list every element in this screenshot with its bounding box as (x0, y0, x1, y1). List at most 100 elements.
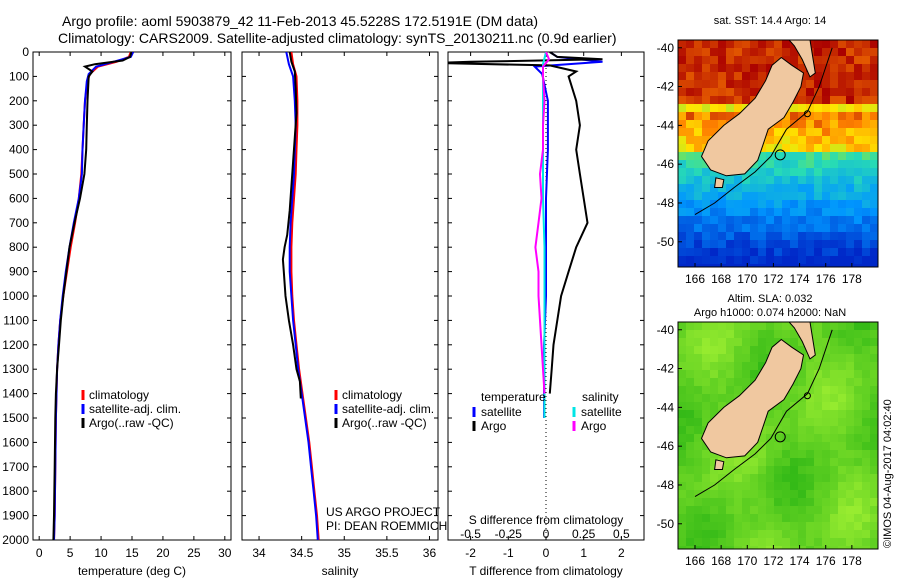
map-cell (870, 112, 878, 120)
map-cell (702, 370, 710, 378)
map-cell (814, 112, 822, 120)
map-cell (758, 442, 766, 450)
map-cell (678, 362, 686, 370)
map-cell (710, 256, 718, 264)
map-cell (766, 514, 774, 522)
map-cell (766, 322, 774, 330)
map-cell (870, 450, 878, 458)
map-cell (806, 120, 814, 128)
map-cell (758, 240, 766, 248)
map-cell (726, 112, 734, 120)
map-cell (790, 256, 798, 264)
map-cell (870, 506, 878, 514)
map-cell (766, 458, 774, 466)
map-cell (862, 208, 870, 216)
map-cell (782, 530, 790, 538)
map-cell (686, 370, 694, 378)
map-cell (862, 96, 870, 104)
map-cell (814, 56, 822, 64)
map-cell (774, 48, 782, 56)
map-cell (846, 72, 854, 80)
map-cell (822, 168, 830, 176)
map-cell (742, 240, 750, 248)
map-cell (702, 402, 710, 410)
map-cell (782, 458, 790, 466)
map-cell (678, 56, 686, 64)
contour-feature (803, 392, 811, 400)
map-cell (830, 386, 838, 394)
map-cell (726, 378, 734, 386)
map-cell (854, 176, 862, 184)
map-cell (710, 330, 718, 338)
map-cell (718, 48, 726, 56)
panel-temperature: 0100200300400500600700800900100011001200… (2, 45, 232, 578)
map-cell (830, 434, 838, 442)
map-cell (846, 482, 854, 490)
map-cell (782, 168, 790, 176)
map-x-tick-label: 178 (842, 272, 862, 286)
map-cell (742, 72, 750, 80)
map-cell (782, 216, 790, 224)
legend-label: Argo(..raw -QC) (89, 416, 174, 430)
map-cell (798, 80, 806, 88)
map-cell (806, 248, 814, 256)
map-cell (782, 490, 790, 498)
map-y-tick-label: -48 (657, 196, 675, 210)
map-cell (790, 224, 798, 232)
map-cell (846, 64, 854, 72)
map-cell (822, 128, 830, 136)
map-cell (862, 136, 870, 144)
map-cell (870, 224, 878, 232)
map-cell (766, 522, 774, 530)
map-cell (686, 136, 694, 144)
map-cell (862, 232, 870, 240)
map-cell (838, 152, 846, 160)
map-cell (862, 80, 870, 88)
map-cell (734, 200, 742, 208)
map-cell (830, 208, 838, 216)
legend-header-temperature: temperature (481, 390, 546, 404)
map-cell (726, 240, 734, 248)
map-cell (678, 216, 686, 224)
map-cell (726, 458, 734, 466)
map-cell (798, 64, 806, 72)
map-cell (806, 378, 814, 386)
map-cell (822, 530, 830, 538)
map-cell (870, 88, 878, 96)
map-cell (774, 474, 782, 482)
map-cell (726, 176, 734, 184)
map-cell (798, 514, 806, 522)
map-cell (734, 386, 742, 394)
map-cell (726, 184, 734, 192)
map-cell (806, 506, 814, 514)
map-cell (790, 104, 798, 112)
map-cell (750, 474, 758, 482)
map-cell (774, 128, 782, 136)
map-cell (710, 378, 718, 386)
map-cell (790, 112, 798, 120)
map-cell (830, 112, 838, 120)
map-cell (870, 522, 878, 530)
map-cell (774, 426, 782, 434)
map-cell (742, 338, 750, 346)
map-cell (766, 338, 774, 346)
map-cell (702, 184, 710, 192)
map-cell (790, 426, 798, 434)
map-cell (710, 410, 718, 418)
map-cell (726, 354, 734, 362)
map-cell (782, 410, 790, 418)
map-cell (678, 104, 686, 112)
map-cell (830, 506, 838, 514)
panel-difference: -2 -1 0 1 2 T difference from climatology temp… (447, 51, 645, 578)
map-cell (862, 322, 870, 330)
y-tick-label: 2000 (2, 533, 29, 547)
map-cell (694, 72, 702, 80)
map-cell (694, 418, 702, 426)
map-cell (686, 362, 694, 370)
map-cell (742, 538, 750, 546)
map-cell (710, 168, 718, 176)
map-cell (822, 88, 830, 96)
map-cell (806, 192, 814, 200)
map-x-tick-label: 176 (816, 272, 836, 286)
map-cell (822, 96, 830, 104)
